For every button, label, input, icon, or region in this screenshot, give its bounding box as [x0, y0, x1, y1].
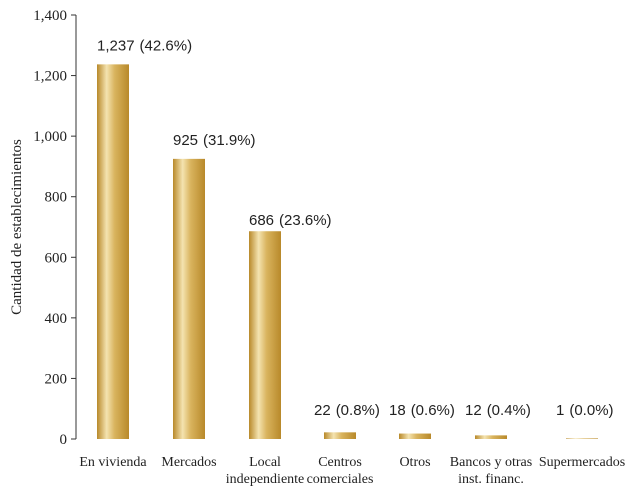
data-label: 12 (0.4%) [465, 402, 531, 419]
y-axis-label: Cantidad de establecimientos [9, 139, 25, 315]
category-label: inst. financ. [458, 472, 524, 487]
category-label: independiente [226, 472, 305, 487]
bar [249, 231, 281, 439]
y-tick-label: 600 [45, 250, 68, 266]
bar [475, 435, 507, 439]
data-label: 1,237 (42.6%) [97, 37, 192, 54]
y-tick-label: 1,200 [33, 69, 67, 85]
data-label: 686 (23.6%) [249, 212, 332, 229]
bar [566, 438, 598, 439]
y-tick-label: 200 [45, 371, 68, 387]
data-label: 1 (0.0%) [556, 402, 614, 419]
category-label: Otros [399, 455, 430, 470]
bars [97, 64, 598, 439]
y-tick-label: 1,400 [33, 8, 67, 24]
category-label: comerciales [307, 472, 374, 487]
category-label: En vivienda [79, 455, 147, 470]
y-ticks: 0 200 400 600 800 1,000 1,200 1,400 [33, 8, 76, 448]
category-labels: En vivienda Mercados Local independiente Cen… [79, 455, 625, 487]
category-label: Bancos y otras [450, 455, 532, 470]
bar [173, 158, 205, 439]
value-labels: 1,237 (42.6%) 925 (31.9%) 686 (23.6%) 22 (0.8%)… [97, 37, 614, 419]
bar [324, 432, 356, 439]
y-tick-label: 400 [45, 311, 68, 327]
data-label: 925 (31.9%) [173, 132, 256, 149]
category-label: Local [249, 455, 281, 470]
y-tick-label: 0 [60, 432, 68, 448]
y-tick-label: 1,000 [33, 129, 67, 145]
data-label: 22 (0.8%) [314, 402, 380, 419]
data-label: 18 (0.6%) [389, 402, 455, 419]
category-label: Centros [318, 455, 362, 470]
y-tick-label: 800 [45, 190, 68, 206]
category-label: Supermercados [539, 455, 625, 470]
bar [97, 64, 129, 439]
category-label: Mercados [161, 455, 216, 470]
bar [399, 433, 431, 439]
